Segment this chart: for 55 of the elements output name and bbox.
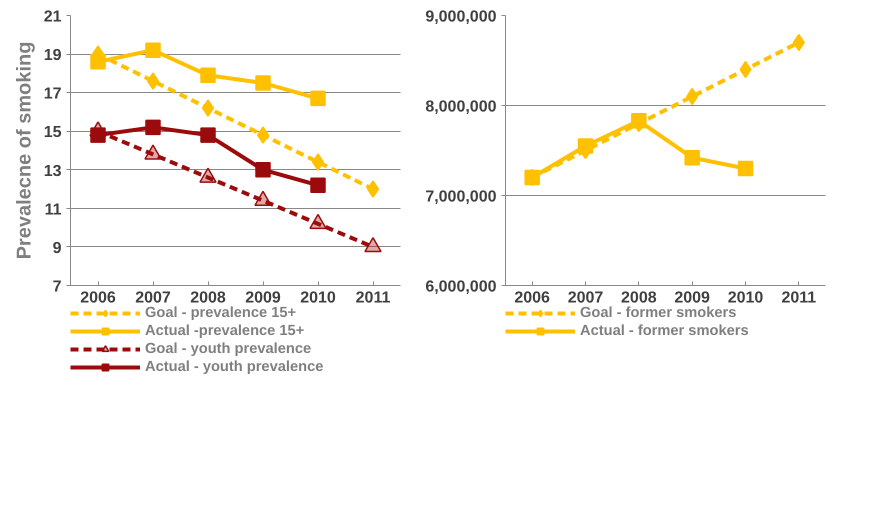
point [310,90,326,106]
point [255,162,271,178]
point [145,120,161,136]
y-tick-label: 13 [44,162,62,180]
y-tick-label: 6,000,000 [425,278,497,296]
y-tick-label: 7 [52,278,62,296]
x-tick-label: 2011 [356,290,390,306]
point [90,54,106,70]
point [312,153,324,171]
point [684,150,700,166]
point [254,190,272,206]
y-tick-label: 17 [44,86,62,103]
point [146,72,160,90]
x-tick-label: 2007 [135,290,171,306]
x-tick-label: 2010 [300,290,336,306]
point [90,127,106,143]
y-axis-title: Prevalecne of smoking [14,42,36,260]
x-tick-label: 2008 [621,290,657,306]
x-tick-label: 2009 [674,290,710,306]
y-tick-label: 21 [44,8,62,26]
legend-label: Actual - youth prevalence [145,359,324,375]
legend-label: Goal - prevalence 15+ [145,305,296,321]
point [199,168,217,183]
point [631,113,647,129]
y-tick-label: 19 [44,47,62,64]
legend-label: Actual -prevalence 15+ [145,323,304,339]
point [309,214,327,230]
point [200,68,216,84]
y-tick-label: 9 [52,240,62,257]
y-tick-label: 8,000,000 [425,98,497,116]
point [145,42,161,58]
x-tick-label: 2007 [568,290,604,306]
point [738,160,754,176]
x-tick-label: 2006 [80,290,116,306]
legend-label: Goal - youth prevalence [145,341,312,357]
point [739,60,752,78]
point [366,180,380,198]
x-tick-label: 2009 [245,290,281,306]
x-tick-label: 2010 [728,290,764,306]
x-tick-label: 2006 [514,290,550,306]
legend-label: Goal - former smokers [580,305,736,321]
point [256,126,270,144]
point [310,177,326,193]
y-tick-label: 11 [44,201,62,218]
y-tick-label: 15 [44,124,62,142]
point [255,75,271,91]
y-tick-label: 9,000,000 [425,8,497,26]
y-tick-label: 7,000,000 [425,188,497,206]
x-tick-label: 2008 [190,290,226,306]
legend-label: Actual - former smokers [580,323,749,339]
point [200,127,216,143]
x-tick-label: 2011 [781,290,816,306]
point [364,236,382,252]
point [202,99,214,117]
point [578,138,594,154]
